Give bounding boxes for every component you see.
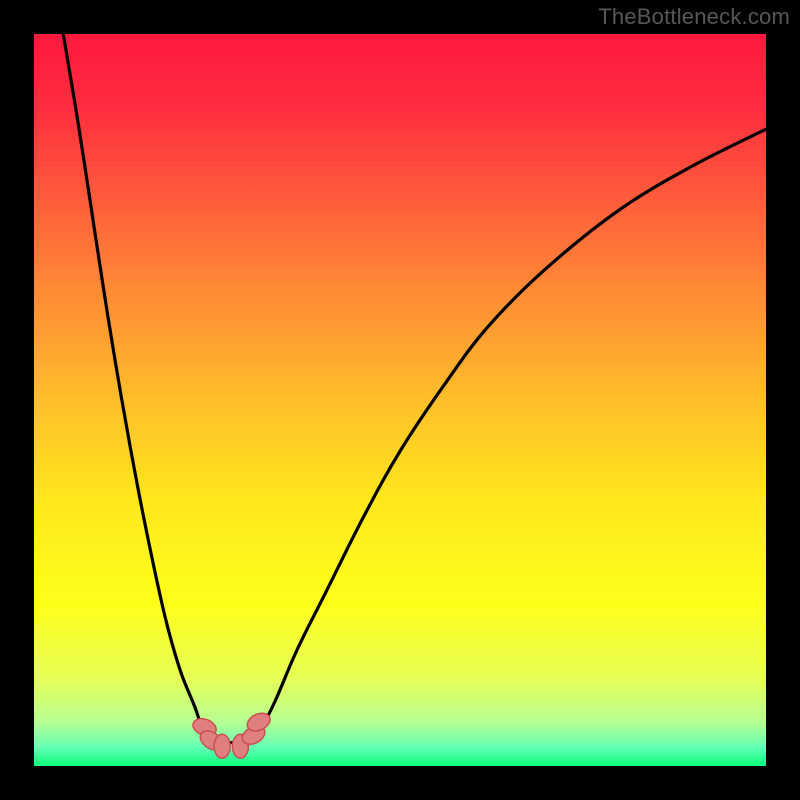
bottleneck-chart bbox=[0, 0, 800, 800]
chart-container: TheBottleneck.com bbox=[0, 0, 800, 800]
gradient-background bbox=[34, 34, 766, 766]
data-point-marker bbox=[214, 734, 230, 758]
watermark-text: TheBottleneck.com bbox=[598, 4, 790, 30]
